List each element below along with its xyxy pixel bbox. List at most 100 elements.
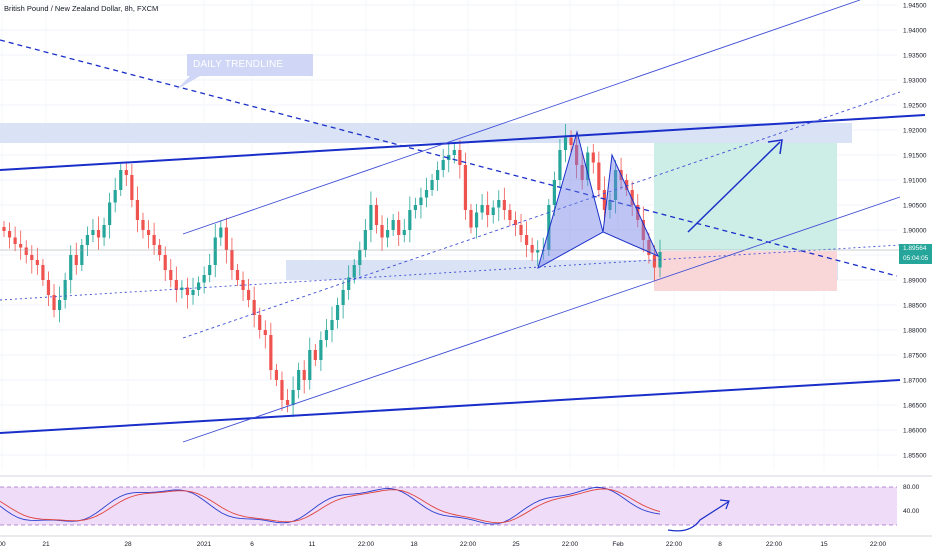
candle-body[interactable]: [152, 235, 156, 245]
candle-body[interactable]: [274, 370, 279, 380]
candle-body[interactable]: [96, 230, 101, 238]
candle-body[interactable]: [524, 235, 529, 245]
candle-body[interactable]: [369, 205, 373, 230]
candle-body[interactable]: [335, 305, 340, 320]
rising-channel-bottom[interactable]: [182, 196, 901, 443]
candle-body[interactable]: [35, 260, 39, 265]
candle-body[interactable]: [313, 350, 317, 360]
candle-body[interactable]: [519, 225, 523, 235]
upper-channel-line[interactable]: [0, 114, 926, 171]
candle-body[interactable]: [424, 190, 429, 198]
harmonic-pattern-left[interactable]: [537, 130, 604, 270]
candle-body[interactable]: [552, 180, 556, 205]
candle-body[interactable]: [497, 200, 501, 208]
candle-body[interactable]: [285, 400, 290, 405]
candle-body[interactable]: [52, 295, 56, 310]
candle-body[interactable]: [108, 202, 112, 226]
candle-body[interactable]: [7, 231, 12, 238]
lower-channel-line[interactable]: [0, 379, 901, 434]
candle-body[interactable]: [297, 370, 301, 390]
candle-body[interactable]: [185, 287, 190, 296]
candle-body[interactable]: [363, 230, 367, 250]
candle-body[interactable]: [241, 280, 245, 290]
candle-body[interactable]: [196, 282, 201, 291]
candle-body[interactable]: [263, 330, 267, 335]
candle-body[interactable]: [575, 145, 579, 165]
candle-body[interactable]: [391, 220, 395, 230]
candle-body[interactable]: [563, 137, 568, 151]
candle-body[interactable]: [19, 244, 23, 248]
target-zone[interactable]: [654, 143, 837, 250]
candle-body[interactable]: [630, 190, 634, 205]
candle-body[interactable]: [352, 265, 356, 278]
candle-body[interactable]: [530, 245, 534, 253]
candle-body[interactable]: [163, 255, 167, 270]
candle-body[interactable]: [74, 255, 78, 265]
candle-body[interactable]: [625, 180, 629, 190]
candle-body[interactable]: [208, 265, 212, 275]
candle-body[interactable]: [463, 165, 468, 210]
candle-body[interactable]: [430, 180, 434, 190]
candle-body[interactable]: [269, 335, 273, 370]
candle-body[interactable]: [652, 255, 657, 268]
candle-body[interactable]: [146, 230, 151, 235]
candle-body[interactable]: [13, 237, 17, 245]
candle-body[interactable]: [452, 150, 456, 155]
resistance-zone[interactable]: [0, 123, 852, 143]
candle-body[interactable]: [291, 390, 295, 405]
candle-body[interactable]: [597, 162, 601, 191]
candle-body[interactable]: [224, 227, 228, 251]
candle-body[interactable]: [547, 205, 551, 250]
candle-body[interactable]: [480, 205, 484, 213]
candle-body[interactable]: [408, 210, 412, 230]
candle-body[interactable]: [91, 230, 95, 235]
candle-body[interactable]: [280, 380, 284, 400]
candle-body[interactable]: [558, 150, 562, 180]
candle-body[interactable]: [347, 277, 351, 291]
candle-body[interactable]: [46, 280, 51, 295]
candle-body[interactable]: [2, 227, 6, 231]
candle-body[interactable]: [113, 190, 117, 203]
daily-trendline[interactable]: [0, 39, 898, 277]
candle-body[interactable]: [130, 175, 134, 200]
candle-body[interactable]: [247, 290, 251, 300]
candle-body[interactable]: [219, 227, 223, 238]
candle-body[interactable]: [57, 300, 62, 310]
candle-body[interactable]: [569, 137, 573, 146]
candle-body[interactable]: [458, 150, 462, 165]
candle-body[interactable]: [230, 250, 234, 270]
candle-body[interactable]: [397, 220, 401, 235]
candle-body[interactable]: [436, 170, 440, 180]
candle-body[interactable]: [302, 370, 306, 380]
candle-body[interactable]: [536, 250, 540, 253]
candle-body[interactable]: [85, 235, 89, 245]
candle-body[interactable]: [341, 290, 345, 305]
candle-body[interactable]: [119, 170, 123, 190]
candle-body[interactable]: [608, 200, 612, 210]
candle-body[interactable]: [69, 255, 73, 280]
candle-body[interactable]: [191, 290, 195, 295]
candle-body[interactable]: [508, 210, 512, 220]
harmonic-pattern-right[interactable]: [602, 153, 659, 257]
candle-body[interactable]: [474, 212, 479, 228]
candle-body[interactable]: [102, 225, 106, 238]
candle-body[interactable]: [30, 255, 34, 260]
candle-body[interactable]: [41, 265, 45, 280]
candle-body[interactable]: [380, 225, 384, 238]
candle-body[interactable]: [324, 330, 329, 340]
candle-body[interactable]: [252, 300, 256, 315]
candle-body[interactable]: [441, 160, 445, 170]
candle-body[interactable]: [213, 237, 217, 266]
candle-body[interactable]: [180, 287, 184, 291]
candle-body[interactable]: [358, 250, 362, 265]
candle-body[interactable]: [235, 270, 240, 280]
candle-body[interactable]: [647, 240, 651, 255]
daily-trendline-label[interactable]: DAILY TRENDLINE: [187, 54, 313, 76]
candle-body[interactable]: [502, 200, 506, 210]
oscillator-projection-arrow[interactable]: [667, 501, 729, 532]
candle-body[interactable]: [174, 280, 178, 290]
candle-body[interactable]: [602, 190, 607, 210]
candle-body[interactable]: [124, 170, 128, 175]
candle-body[interactable]: [580, 165, 584, 180]
